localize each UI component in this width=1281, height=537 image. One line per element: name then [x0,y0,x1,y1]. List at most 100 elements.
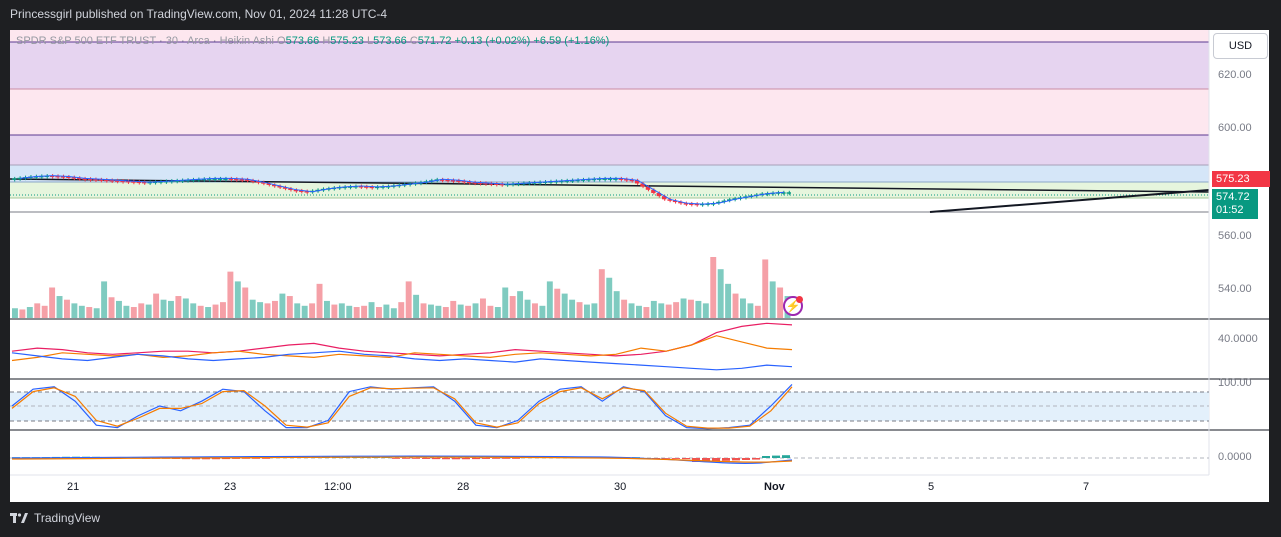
dmi-blue-line [11,350,793,371]
trend-line-2 [929,189,1210,213]
volume-bar [613,291,620,318]
macd-histogram-bar [452,458,460,460]
volume-bar [353,307,360,318]
candle-body [299,190,304,192]
volume-bar [740,298,746,318]
volume-bar [420,303,427,318]
volume-bar [361,305,368,318]
volume-bar [554,288,561,318]
candle-body [483,182,488,185]
candle-body [288,188,293,191]
green-band [10,182,1209,198]
volume-bar [383,304,390,318]
candle-body [369,186,374,189]
macd-group [11,455,793,464]
volume-bar [487,305,494,318]
dmi-level-label: 40.0000 [1218,333,1258,345]
footer-brand[interactable]: TradingView [10,511,100,525]
volume-bar [145,304,152,318]
candle-body [727,199,732,201]
lightning-icon[interactable]: ⚡ [783,296,803,316]
purple-band-top [10,42,1209,89]
volume-bar [435,305,442,318]
macd-histogram-bar [742,458,750,460]
price-label-600: 600.00 [1218,122,1252,134]
candle-body [494,183,499,185]
candle-body [374,186,380,189]
legend-low-label: L [367,35,374,47]
volume-bar [316,283,323,318]
candle-body [49,175,55,178]
macd-histogram-bar [402,458,410,459]
volume-bar [279,293,286,318]
volume-bar [116,300,122,318]
volume-bar [584,304,590,318]
volume-bar [598,269,605,318]
time-label-1200: 12:00 [324,481,352,493]
candle-body [234,178,239,181]
macd-histogram-bar [242,458,250,459]
candle-body [656,192,661,197]
volume-bar [658,303,665,318]
volume-bar [123,305,130,318]
volume-bar [19,309,26,318]
volume-bar [205,307,212,318]
candle-body [98,179,104,181]
macd-level-label: 0.0000 [1218,451,1252,463]
candle-body [255,181,261,183]
volume-bar [56,296,63,318]
candle-body [66,176,71,178]
macd-histogram-bar [472,458,480,460]
chart-legend: SPDR S&P 500 ETF TRUST · 30 · Arca · Hei… [16,35,609,47]
volume-bar [257,302,264,318]
bar-countdown: 01:52 [1216,204,1244,216]
candle-body [93,179,98,181]
time-label-28: 28 [457,481,470,493]
volume-bar [175,296,182,318]
macd-histogram-bar [252,458,260,459]
candle-body [672,200,678,203]
price-label-620: 620.00 [1218,69,1252,81]
candle-body [304,191,309,193]
volume-bar [725,283,732,318]
legend-close: 571.72 [417,35,452,47]
candle-body [228,178,234,180]
candle-body [71,177,76,179]
candle-body [716,201,721,204]
candle-body [277,186,282,188]
volume-bar [227,271,234,318]
price-ma-line [20,175,784,205]
macd-histogram-bar [732,458,740,461]
macd-histogram-bar [432,458,440,460]
macd-histogram-bar [212,458,220,460]
candle-body [667,199,672,201]
volume-bar [41,305,48,318]
volume-bar [346,305,353,318]
pink-band-mid [10,89,1209,135]
candle-body [223,178,228,180]
time-label-23: 23 [224,481,237,493]
volume-bar [428,304,434,318]
candle-body [250,180,255,182]
volume-bar [710,257,717,318]
macd-histogram-bar [752,458,760,460]
volume-bar [338,303,345,318]
volume-bar [754,305,761,318]
volume-bar [190,303,197,318]
candle-body [120,180,125,183]
macd-signal-line [11,456,793,463]
macd-histogram-bar [702,458,710,462]
macd-histogram-bar [192,458,200,460]
candle-body [217,178,223,180]
volume-bar [405,281,412,318]
candle-body [266,183,271,185]
candles-group [12,174,791,207]
currency-button[interactable]: USD [1213,33,1268,59]
time-label-21: 21 [67,481,80,493]
volume-bar [220,302,226,318]
candle-body [212,178,217,180]
candle-body [358,186,364,188]
dmi-pink-line [11,322,793,357]
volume-bar [272,300,278,318]
